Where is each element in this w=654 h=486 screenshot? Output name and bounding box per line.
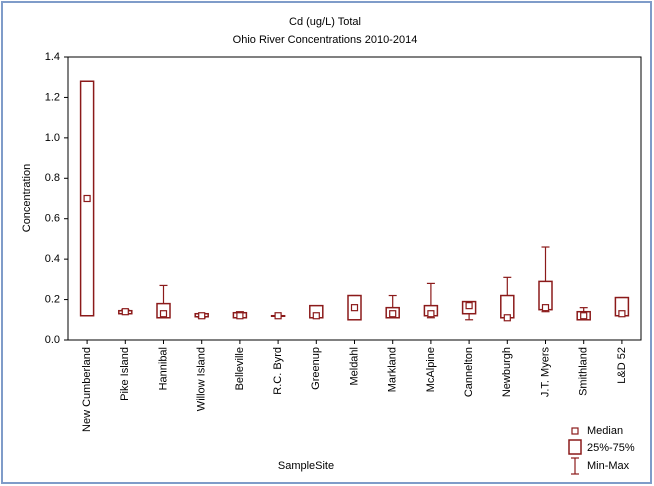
legend-label: Median bbox=[587, 425, 623, 437]
x-tick-label: Pike Island bbox=[119, 347, 131, 401]
x-tick-label: R.C. Byrd bbox=[272, 347, 284, 395]
y-axis-label: Concentration bbox=[21, 164, 33, 233]
median bbox=[236, 312, 244, 320]
x-tick-label: Hannibal bbox=[157, 347, 169, 390]
x-tick-label: Meldahl bbox=[348, 347, 360, 386]
legend-label: 25%-75% bbox=[587, 442, 635, 454]
x-tick-label: Newburgh bbox=[501, 347, 513, 397]
median bbox=[618, 310, 626, 318]
y-tick-label: 0.4 bbox=[45, 253, 60, 265]
y-tick-label: 0.2 bbox=[45, 293, 60, 305]
legend-median-icon bbox=[571, 427, 579, 435]
median bbox=[580, 312, 588, 320]
y-tick-label: 1.2 bbox=[45, 91, 60, 103]
median bbox=[274, 312, 282, 320]
x-axis-label: SampleSite bbox=[278, 460, 334, 472]
x-tick-label: J.T. Myers bbox=[539, 347, 551, 398]
x-tick-label: Belleville bbox=[234, 347, 246, 390]
x-tick-label: Greenup bbox=[310, 347, 322, 390]
y-tick-label: 1.4 bbox=[45, 51, 60, 63]
x-tick-label: Markland bbox=[387, 347, 399, 392]
median bbox=[83, 194, 91, 203]
x-tick-label: McAlpine bbox=[425, 347, 437, 392]
y-tick-label: 0.0 bbox=[45, 334, 60, 346]
median bbox=[312, 312, 320, 320]
median bbox=[198, 312, 206, 320]
x-tick-label: L&D 52 bbox=[616, 347, 628, 384]
legend-label: Min-Max bbox=[587, 460, 630, 472]
median bbox=[465, 302, 473, 310]
median bbox=[121, 308, 129, 316]
median bbox=[541, 304, 550, 312]
y-tick-label: 0.8 bbox=[45, 172, 60, 184]
median bbox=[350, 304, 359, 312]
legend-box-icon bbox=[568, 439, 582, 455]
median bbox=[159, 310, 168, 318]
median bbox=[503, 314, 511, 322]
median bbox=[427, 310, 435, 318]
x-tick-label: New Cumberland bbox=[81, 347, 93, 432]
x-tick-label: Smithland bbox=[578, 347, 590, 396]
y-tick-label: 0.6 bbox=[45, 213, 60, 225]
x-tick-label: Cannelton bbox=[463, 347, 475, 397]
chart-title: Cd (ug/L) Total bbox=[289, 16, 361, 28]
median bbox=[389, 310, 397, 318]
chart-subtitle: Ohio River Concentrations 2010-2014 bbox=[233, 34, 418, 46]
x-tick-label: Willow Island bbox=[196, 347, 208, 411]
y-tick-label: 1.0 bbox=[45, 132, 60, 144]
